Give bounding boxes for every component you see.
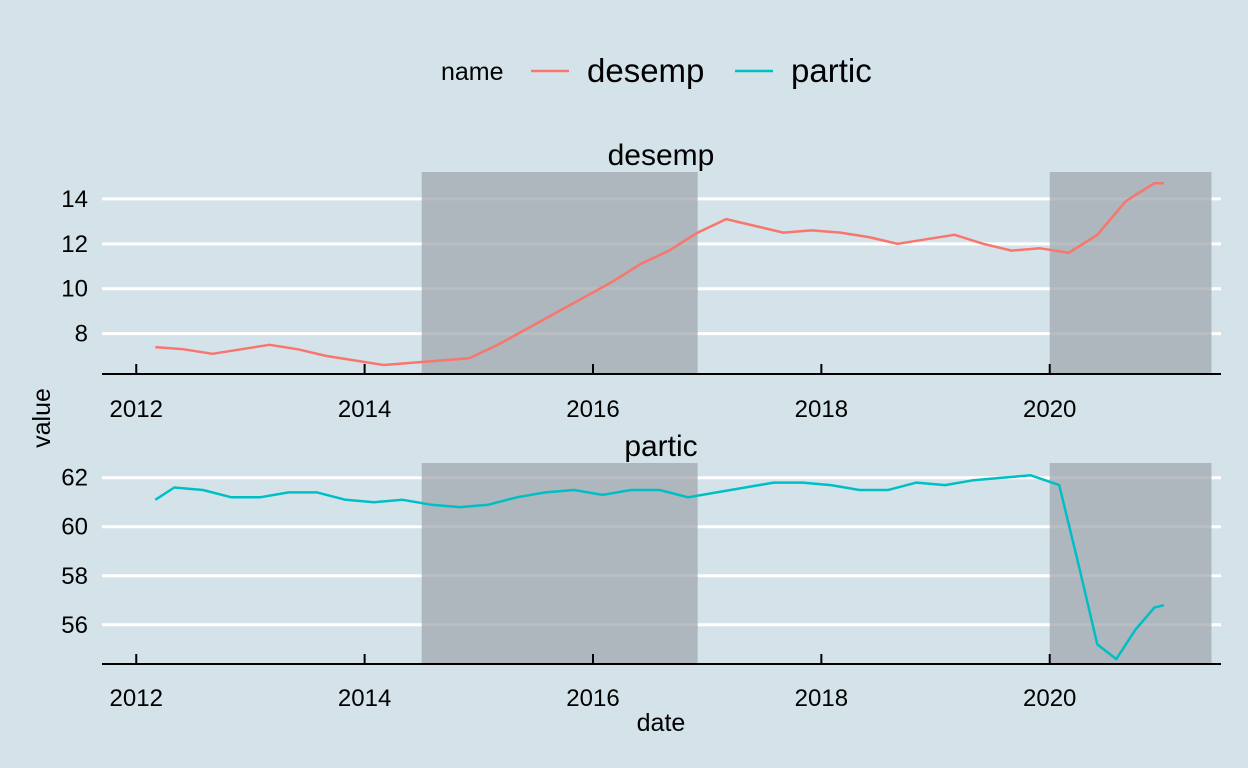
shaded-period-partic-2 <box>1049 463 1212 664</box>
panel-title-partic: partic <box>624 430 697 463</box>
series-line-partic <box>154 474 1165 661</box>
facet-panels: desemp 8 10 12 14 2012 2014 2016 2018 2020 partic 5… <box>61 139 1221 712</box>
x-tick-label-partic-2014: 2014 <box>338 685 391 712</box>
y-axis-title: value <box>28 388 56 448</box>
x-tick-label-desemp-2020: 2020 <box>1023 396 1076 423</box>
legend: name desemp partic <box>441 52 872 89</box>
panel-title-desemp: desemp <box>608 139 715 172</box>
y-tick-label-desemp-10: 10 <box>61 276 88 303</box>
x-axis-title: date <box>637 709 686 737</box>
panel-partic: partic 56 58 60 62 2012 2014 2016 2018 2020 <box>61 430 1221 712</box>
x-tick-label-desemp-2016: 2016 <box>566 396 619 423</box>
x-tick-label-desemp-2012: 2012 <box>110 396 163 423</box>
y-tick-label-desemp-8: 8 <box>75 321 88 348</box>
x-tick-label-partic-2012: 2012 <box>110 685 163 712</box>
y-tick-label-partic-58: 58 <box>61 563 88 590</box>
x-tick-label-desemp-2014: 2014 <box>338 396 391 423</box>
series-line-desemp <box>155 181 1164 367</box>
x-tick-label-partic-2018: 2018 <box>795 685 848 712</box>
y-tick-label-desemp-14: 14 <box>61 186 88 213</box>
y-tick-label-partic-60: 60 <box>61 514 88 541</box>
y-tick-label-partic-62: 62 <box>61 465 88 492</box>
x-tick-label-partic-2020: 2020 <box>1023 685 1076 712</box>
x-tick-label-desemp-2018: 2018 <box>795 396 848 423</box>
legend-title: name <box>441 58 504 86</box>
y-tick-label-desemp-12: 12 <box>61 231 88 258</box>
x-tick-label-partic-2016: 2016 <box>566 685 619 712</box>
panel-desemp: desemp 8 10 12 14 2012 2014 2016 2018 2020 <box>61 139 1221 423</box>
y-tick-label-partic-56: 56 <box>61 612 88 639</box>
shaded-period-desemp-1 <box>421 172 698 374</box>
shaded-period-partic-1 <box>421 463 698 664</box>
shaded-period-desemp-2 <box>1049 172 1212 374</box>
legend-label-desemp: desemp <box>587 52 704 89</box>
legend-label-partic: partic <box>791 52 872 89</box>
